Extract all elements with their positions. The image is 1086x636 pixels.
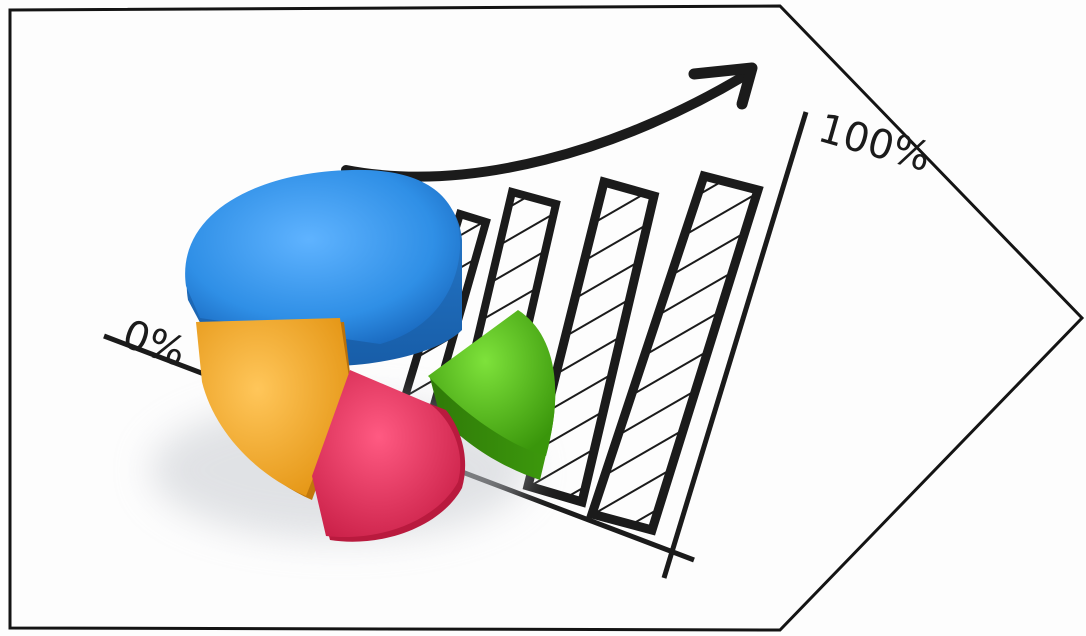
pie-slice-orange bbox=[196, 318, 352, 500]
vertical-axis bbox=[661, 111, 809, 579]
pie-slice-green bbox=[428, 310, 556, 480]
hatched-bar-3 bbox=[522, 176, 660, 508]
arrow-frame bbox=[8, 4, 1085, 632]
trend-arrow-head-icon bbox=[688, 62, 758, 110]
pie-slice-red bbox=[312, 370, 466, 542]
pie-slice-blue bbox=[185, 169, 462, 366]
hatched-bar-4 bbox=[586, 170, 764, 536]
